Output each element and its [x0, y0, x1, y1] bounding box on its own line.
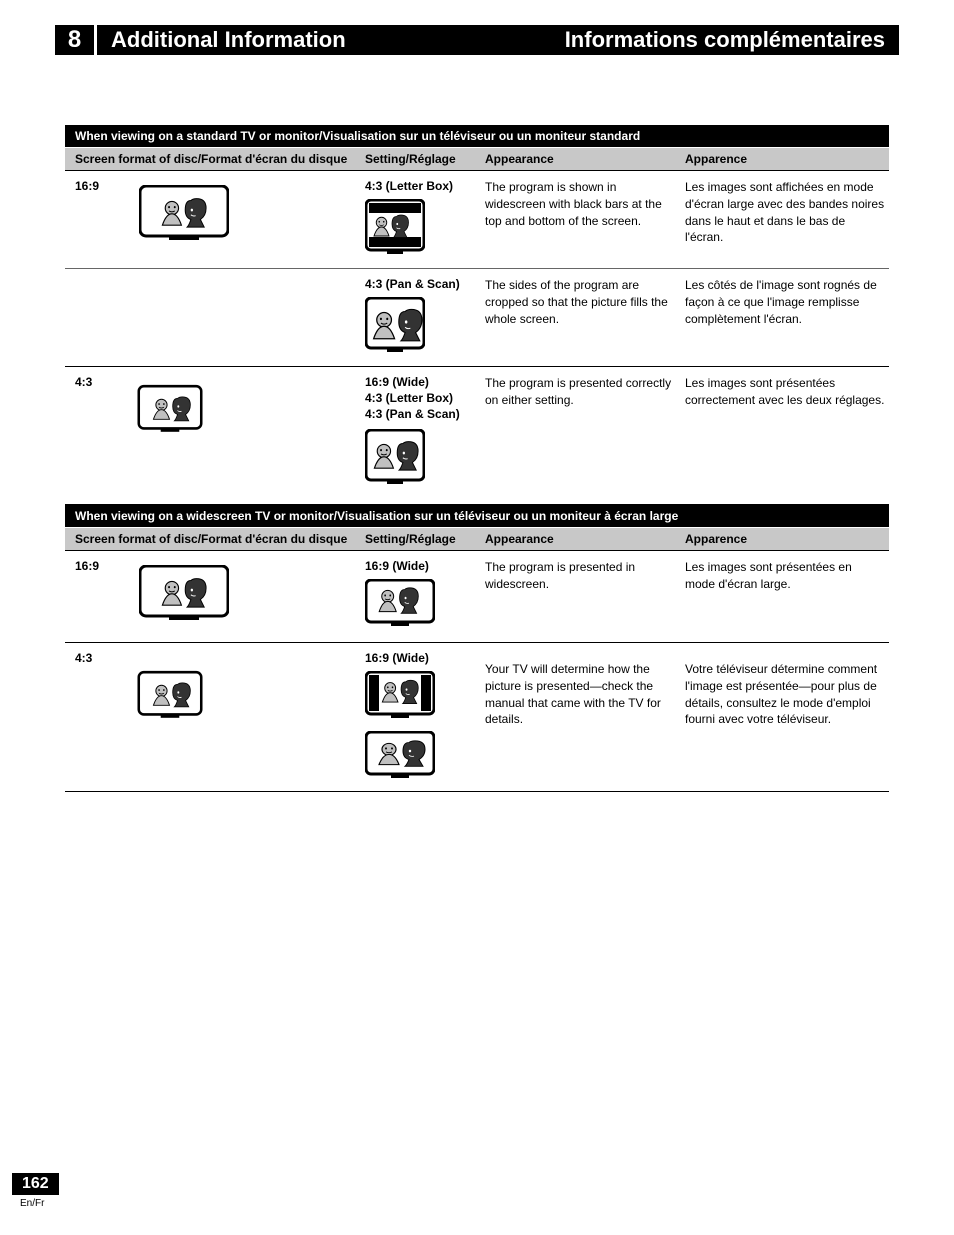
col-setting: Setting/Réglage: [365, 152, 485, 166]
tv-widescreen-icon: [139, 565, 229, 621]
tv-43-icon: [132, 667, 208, 723]
col-format: Screen format of disc/Format d'écran du …: [65, 152, 365, 166]
setting-label: 16:9 (Wide): [365, 651, 485, 665]
table-row: 4:3 (Pan & Scan) The sides of the progra…: [65, 269, 889, 367]
section2-columns: Screen format of disc/Format d'écran du …: [65, 528, 889, 551]
col-appearance-en: Appearance: [485, 152, 685, 166]
tv-letterbox-icon: [365, 199, 425, 255]
col-appearance-en: Appearance: [485, 532, 685, 546]
table-row: 16:9 4:3 (Letter Box): [65, 171, 889, 269]
format-label: 16:9: [75, 179, 99, 193]
appearance-en: The program is shown in widescreen with …: [485, 179, 685, 258]
section1-title: When viewing on a standard TV or monitor…: [65, 125, 889, 147]
header-title-en: Additional Information: [97, 25, 565, 55]
page-number: 162: [12, 1173, 59, 1195]
setting-label: 4:3 (Letter Box): [365, 391, 485, 405]
setting-label: 4:3 (Pan & Scan): [365, 407, 485, 421]
appearance-fr: Votre téléviseur détermine comment l'ima…: [685, 651, 885, 781]
setting-label: 16:9 (Wide): [365, 559, 485, 573]
tv-widescreen-icon: [139, 185, 229, 241]
tv-43-correct-icon: [365, 429, 425, 485]
tv-wide-icon: [365, 579, 435, 629]
table-row: 4:3 16:9 (Wide): [65, 643, 889, 792]
col-appearance-fr: Apparence: [685, 532, 885, 546]
table-row: 4:3 16:9 (Wide) 4:3 (Letter Box) 4:3 (Pa…: [65, 367, 889, 505]
col-appearance-fr: Apparence: [685, 152, 885, 166]
format-label: 4:3: [75, 375, 92, 389]
col-format: Screen format of disc/Format d'écran du …: [65, 532, 365, 546]
appearance-fr: Les images sont affichées en mode d'écra…: [685, 179, 885, 258]
section1-columns: Screen format of disc/Format d'écran du …: [65, 148, 889, 171]
setting-label: 4:3 (Pan & Scan): [365, 277, 485, 291]
appearance-en: The program is presented correctly on ei…: [485, 375, 685, 488]
appearance-en: The program is presented in widescreen.: [485, 559, 685, 632]
table-row: 16:9 16:9 (Wide) The program is presente…: [65, 551, 889, 643]
setting-label: 16:9 (Wide): [365, 375, 485, 389]
appearance-en: Your TV will determine how the picture i…: [485, 651, 685, 781]
section2-title: When viewing on a widescreen TV or monit…: [65, 505, 889, 527]
appearance-fr: Les images sont présentées en mode d'écr…: [685, 559, 885, 632]
appearance-en: The sides of the program are cropped so …: [485, 277, 685, 356]
tv-wide-stretch-icon: [365, 731, 435, 781]
format-label: 4:3: [75, 651, 92, 665]
header-title-fr: Informations complémentaires: [565, 25, 899, 55]
col-setting: Setting/Réglage: [365, 532, 485, 546]
setting-label: 4:3 (Letter Box): [365, 179, 485, 193]
tv-wide-pillar-icon: [365, 671, 435, 721]
appearance-fr: Les images sont présentées correctement …: [685, 375, 885, 488]
page-lang: En/Fr: [20, 1198, 44, 1209]
chapter-number: 8: [55, 25, 97, 55]
tv-43-icon: [132, 381, 208, 437]
tv-panscan-icon: [365, 297, 425, 353]
format-label: 16:9: [75, 559, 99, 573]
appearance-fr: Les côtés de l'image sont rognés de faço…: [685, 277, 885, 356]
chapter-header: 8 Additional Information Informations co…: [55, 25, 899, 55]
